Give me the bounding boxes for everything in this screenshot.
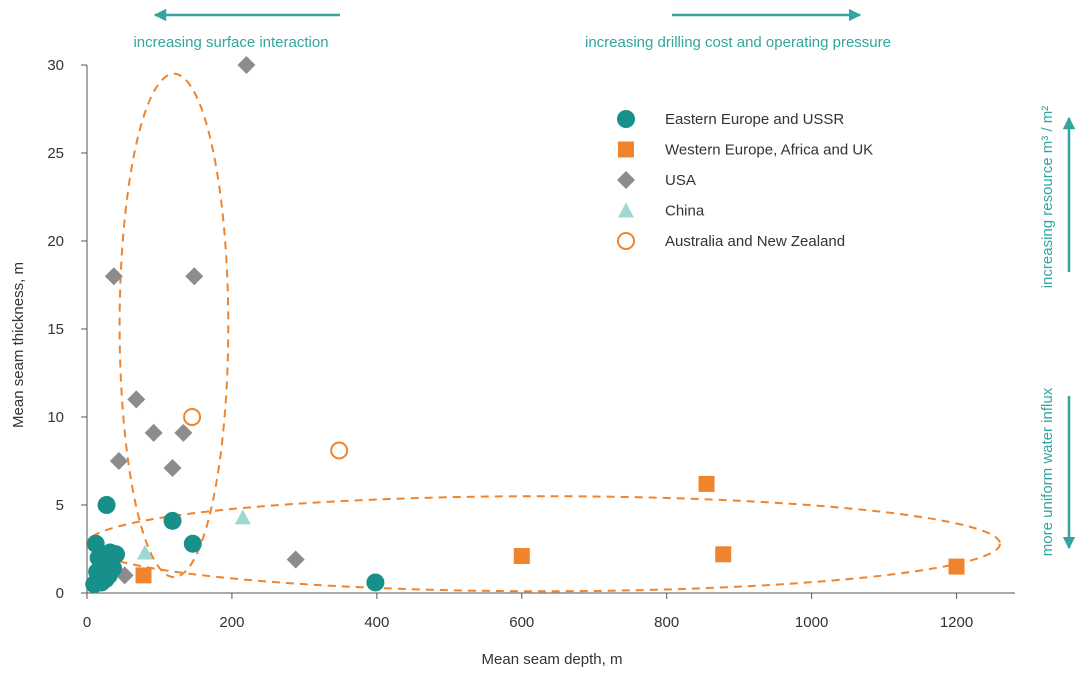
x-tick-label: 600 — [509, 614, 534, 631]
y-tick-label: 0 — [56, 585, 64, 602]
grouping-ellipse — [118, 72, 230, 579]
x-tick-label: 200 — [219, 614, 244, 631]
legend-marker — [617, 110, 635, 128]
data-point — [127, 390, 146, 409]
y-tick-label: 5 — [56, 497, 64, 514]
data-point — [163, 459, 182, 478]
data-point — [330, 441, 349, 460]
data-point — [286, 550, 305, 569]
legend-label: USA — [665, 172, 696, 189]
data-point — [97, 496, 116, 514]
data-point — [109, 452, 128, 470]
legend-label: Eastern Europe and USSR — [665, 111, 844, 128]
legend-marker — [617, 171, 635, 189]
data-point — [163, 511, 182, 530]
legend-label: China — [665, 203, 705, 220]
y-tick-label: 25 — [47, 145, 64, 162]
annotation-up: increasing resource m³ / m² — [1039, 106, 1056, 289]
x-tick-label: 400 — [364, 614, 389, 631]
y-tick-label: 30 — [47, 57, 64, 74]
data-point — [185, 267, 204, 286]
data-point — [136, 544, 153, 560]
x-tick-label: 0 — [83, 614, 91, 631]
y-axis-ticks: 0 5 10 15 20 25 30 — [47, 57, 87, 602]
data-point — [135, 567, 152, 584]
data-point — [104, 267, 123, 286]
y-tick-label: 20 — [47, 233, 64, 250]
legend-label: Australia and New Zealand — [665, 233, 845, 250]
legend: Eastern Europe and USSR Western Europe, A… — [617, 110, 873, 250]
data-point — [366, 573, 385, 592]
x-tick-label: 1200 — [940, 614, 973, 631]
x-tick-label: 1000 — [795, 614, 828, 631]
legend-marker — [617, 232, 635, 250]
data-point — [106, 545, 125, 564]
annotation-right: increasing drilling cost and operating p… — [585, 34, 891, 51]
data-points — [85, 56, 965, 594]
data-point — [183, 534, 202, 553]
annotation-left: increasing surface interaction — [133, 34, 328, 51]
data-point — [144, 423, 163, 442]
legend-marker — [618, 141, 634, 158]
legend-label: Western Europe, Africa and UK — [665, 142, 873, 159]
data-point — [183, 408, 202, 426]
legend-marker — [618, 202, 634, 218]
data-point — [237, 56, 256, 74]
grouping-ellipse — [86, 495, 1002, 593]
y-axis-title: Mean seam thickness, m — [10, 262, 27, 428]
x-tick-label: 800 — [654, 614, 679, 631]
data-point — [513, 548, 530, 565]
data-point — [234, 509, 251, 525]
x-axis-title: Mean seam depth, m — [482, 651, 623, 668]
data-point — [698, 475, 715, 492]
data-point — [86, 534, 105, 553]
data-point — [715, 546, 732, 563]
data-point — [174, 423, 193, 442]
y-tick-label: 15 — [47, 321, 64, 338]
y-tick-label: 10 — [47, 409, 64, 426]
annotation-down: more uniform water influx — [1039, 387, 1056, 556]
data-point — [948, 558, 965, 575]
data-point — [104, 559, 123, 578]
x-axis-ticks: 0 200 400 600 800 1000 1200 — [83, 593, 973, 631]
